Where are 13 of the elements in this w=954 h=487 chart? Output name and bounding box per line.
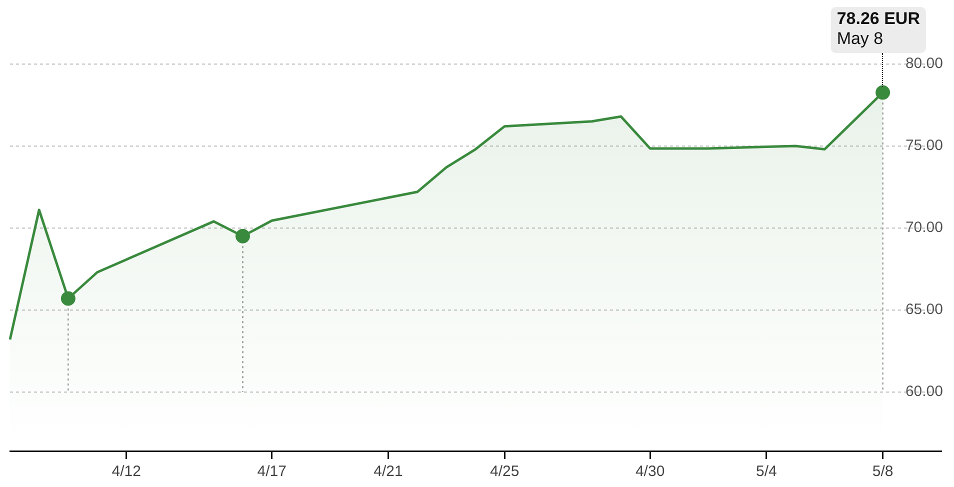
y-tick-label: 65.00 [905,301,943,318]
y-tick-label: 80.00 [905,55,943,72]
y-tick-label: 75.00 [905,137,943,154]
x-tick-label: 4/25 [490,463,520,480]
x-tick-label: 5/4 [756,463,777,480]
x-tick-label: 4/17 [257,463,286,480]
x-tick-label: 4/21 [374,463,403,480]
x-tick-label: 4/12 [112,463,141,480]
x-tick-label: 4/30 [635,463,665,480]
x-tick-label: 5/8 [872,463,894,480]
annotation: 78.26 EUR May 8 [836,9,920,48]
y-tick-label: 70.00 [905,219,943,236]
y-tick-label: 60.00 [905,383,943,400]
